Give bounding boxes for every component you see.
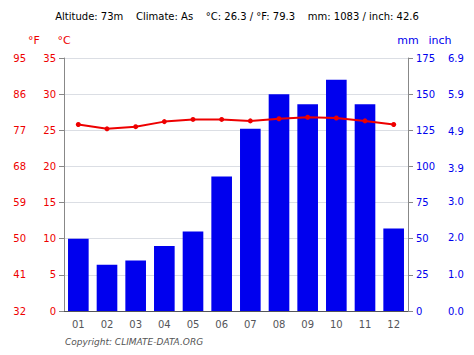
svg-text:77: 77: [13, 125, 26, 136]
svg-text:95: 95: [13, 53, 26, 64]
svg-text:inch: inch: [428, 34, 451, 47]
svg-text:50: 50: [13, 233, 26, 244]
svg-text:86: 86: [13, 89, 26, 100]
svg-text:05: 05: [187, 319, 200, 330]
svg-text:4.9: 4.9: [448, 126, 464, 137]
svg-text:15: 15: [43, 197, 56, 208]
svg-text:5: 5: [50, 269, 56, 280]
svg-text:0.0: 0.0: [448, 306, 464, 317]
svg-text:35: 35: [43, 53, 56, 64]
svg-text:100: 100: [416, 161, 435, 172]
svg-text:0: 0: [416, 306, 422, 317]
svg-text:50: 50: [416, 233, 429, 244]
svg-text:2.0: 2.0: [448, 232, 464, 243]
svg-text:125: 125: [416, 125, 435, 136]
svg-text:03: 03: [129, 319, 142, 330]
svg-text:Altitude: 73m Climate: As: Altitude: 73m Climate: As °C: 26.3 / °F:…: [55, 11, 419, 22]
svg-text:68: 68: [13, 161, 26, 172]
svg-text:mm: mm: [397, 34, 418, 47]
svg-text:°C: °C: [57, 34, 71, 47]
svg-text:°F: °F: [28, 34, 40, 47]
svg-text:6.9: 6.9: [448, 53, 464, 64]
svg-text:12: 12: [387, 319, 400, 330]
svg-text:01: 01: [72, 319, 85, 330]
svg-text:09: 09: [301, 319, 314, 330]
svg-text:1.0: 1.0: [448, 269, 464, 280]
svg-text:5.9: 5.9: [448, 89, 464, 100]
svg-text:11: 11: [359, 319, 372, 330]
svg-text:02: 02: [101, 319, 114, 330]
svg-text:10: 10: [330, 319, 343, 330]
svg-text:3.0: 3.0: [448, 196, 464, 207]
svg-text:04: 04: [158, 319, 171, 330]
svg-text:175: 175: [416, 53, 435, 64]
svg-text:41: 41: [13, 269, 26, 280]
svg-text:59: 59: [13, 197, 26, 208]
svg-text:07: 07: [244, 319, 257, 330]
svg-text:Copyright: CLIMATE-DATA.ORG: Copyright: CLIMATE-DATA.ORG: [65, 337, 203, 347]
svg-text:150: 150: [416, 89, 435, 100]
svg-text:06: 06: [215, 319, 228, 330]
svg-text:25: 25: [416, 269, 429, 280]
svg-text:32: 32: [13, 306, 26, 317]
svg-text:75: 75: [416, 197, 429, 208]
svg-text:30: 30: [43, 89, 56, 100]
svg-text:20: 20: [43, 161, 56, 172]
svg-text:10: 10: [43, 233, 56, 244]
svg-text:0: 0: [50, 306, 56, 317]
svg-text:3.9: 3.9: [448, 163, 464, 174]
svg-text:08: 08: [273, 319, 286, 330]
svg-text:25: 25: [43, 125, 56, 136]
